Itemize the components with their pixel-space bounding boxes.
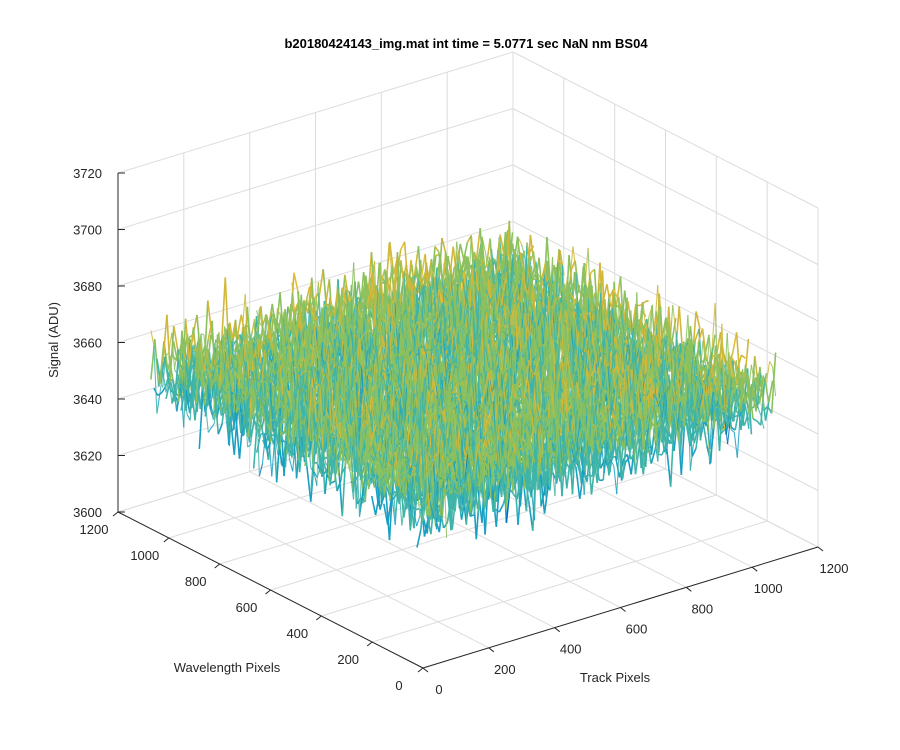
surface-segment: [492, 257, 498, 264]
surface-segment: [231, 360, 238, 386]
floor-grid-line: [321, 494, 717, 617]
surface-segment: [413, 246, 420, 276]
surface-segment: [333, 288, 339, 318]
surface-segment: [341, 287, 347, 304]
surface-segment: [236, 314, 243, 337]
surface-segment: [154, 339, 160, 387]
surface-segment: [404, 275, 410, 289]
surface-segment: [259, 307, 265, 338]
surface-segment: [220, 277, 227, 347]
wall-grid-line: [117, 221, 514, 343]
surface-segment: [232, 331, 238, 339]
surface-segment: [389, 241, 395, 275]
surface-segment: [168, 356, 174, 380]
surface-segment: [434, 245, 440, 253]
surface-segment: [162, 314, 168, 363]
wall-grid-line: [512, 221, 819, 378]
floor-grid-line: [270, 468, 666, 591]
wall-grid-line: [512, 51, 819, 209]
wall-grid-line: [117, 108, 514, 230]
surface-segment: [184, 318, 191, 365]
surface-segment: [529, 234, 536, 266]
surface-segment: [185, 389, 191, 414]
surface-segment: [441, 237, 447, 255]
surface-segment: [644, 299, 649, 303]
surface-segment: [420, 253, 426, 279]
floor-grid-line: [372, 520, 768, 643]
surface-segment: [329, 326, 335, 356]
surface-segment: [462, 242, 469, 262]
surface-segment: [209, 399, 215, 421]
surface-segment: [171, 383, 177, 404]
surface-segment: [417, 246, 424, 309]
surface-segment: [174, 381, 180, 386]
surface-segment: [207, 320, 213, 340]
surface-segment: [173, 325, 179, 350]
surface-segment: [256, 338, 262, 364]
surface-mesh: [150, 220, 777, 548]
surface-segment: [366, 284, 372, 310]
surface-segment: [475, 228, 481, 262]
surface-segment: [324, 279, 331, 308]
wall-grid-line: [512, 164, 819, 322]
surface-segment: [172, 379, 178, 412]
surface-segment: [192, 383, 198, 413]
surface-segment: [169, 326, 175, 383]
surface-segment: [159, 341, 165, 385]
surface-segment: [289, 272, 295, 333]
surface-segment: [541, 260, 547, 278]
surface-segment: [318, 269, 324, 296]
surface-segment: [177, 330, 183, 403]
surface-segment: [170, 382, 176, 402]
surface-segment: [293, 272, 299, 292]
surface-segment: [160, 356, 166, 383]
wall-grid-line: [512, 108, 819, 265]
surface-segment: [499, 234, 505, 256]
surface-segment: [236, 331, 242, 344]
wall-grid-line: [117, 164, 514, 287]
surface-segment: [192, 333, 198, 353]
wall-grid-line: [117, 51, 514, 174]
